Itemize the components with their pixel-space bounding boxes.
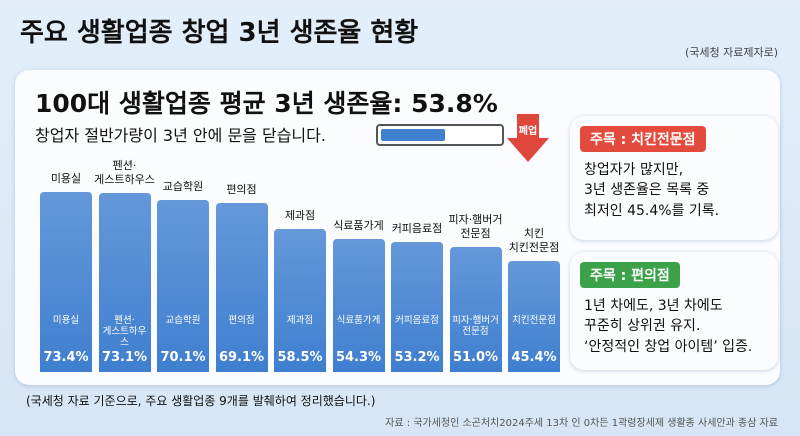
inner-label: 피자·햄버거 전문점 <box>452 315 499 337</box>
inner-label: 교습학원 <box>165 315 201 326</box>
footnote: (국세청 자료 기준으로, 주요 생활업종 9개를 발췌하여 정리했습니다.) <box>26 394 376 408</box>
callout: 주목 : 치킨전문점 창업자가 많지만, 3년 생존율은 목록 중 최저인 45… <box>570 116 778 240</box>
callout-text: 1년 차에도, 3년 차에도 꾸준히 상위권 유지. ‘안정적인 창업 아이템’… <box>584 298 753 355</box>
value-label: 45.4% <box>511 350 557 365</box>
arrow-label: 폐업 <box>518 126 538 137</box>
callout-title: 주목 : 치킨전문점 <box>580 126 706 152</box>
category-label: 제과점 <box>284 208 316 222</box>
category-label: 펜션· 게스트하우스 <box>94 158 155 186</box>
headline: 100대 생활업종 평균 3년 생존율: 53.8% <box>35 89 498 118</box>
bar <box>215 202 268 372</box>
value-label: 51.0% <box>452 350 499 365</box>
inner-label: 식료품가게 <box>336 315 381 326</box>
value-label: 73.4% <box>43 350 89 365</box>
value-label: 58.5% <box>277 350 323 365</box>
arrow <box>507 114 549 162</box>
inner-label: 펜션· 게스트하우스 <box>102 315 147 348</box>
category-label: 교습학원 <box>162 180 204 194</box>
category-label: 식료품가게 <box>333 218 384 232</box>
bar <box>274 228 326 372</box>
category-label: 편의점 <box>226 182 257 196</box>
category-label: 커피음료점 <box>391 221 443 235</box>
arrow-shape <box>507 114 549 162</box>
inner-label: 커피음료점 <box>395 315 439 326</box>
inner-label: 제과점 <box>286 315 314 326</box>
callout-text: 창업자가 많지만, 3년 생존율은 목록 중 최저인 45.4%를 기록. <box>584 162 720 219</box>
inner-label: 치킨전문점 <box>512 315 556 326</box>
progress-fill <box>381 129 445 141</box>
title: 주요 생활업종 창업 3년 생존율 현황 <box>20 18 419 48</box>
bar <box>332 238 385 372</box>
callout-title: 주목 : 편의점 <box>580 262 680 288</box>
value-label: 70.1% <box>160 350 206 365</box>
bar <box>98 192 151 372</box>
value-label: 73.1% <box>101 350 148 365</box>
category-label: 미용실 <box>50 172 82 186</box>
progress-bar <box>376 124 504 146</box>
bar <box>40 192 92 372</box>
value-label: 69.1% <box>218 350 265 365</box>
value-label: 53.2% <box>394 350 440 365</box>
value-label: 54.3% <box>335 350 382 365</box>
category-label: 치킨 치킨전문점 <box>508 226 560 254</box>
subheadline: 창업자 절반가량이 3년 안에 문을 닫습니다. <box>35 126 326 145</box>
bar <box>157 200 209 372</box>
bar <box>449 247 502 372</box>
category-label: 피자·햄버거 전문점 <box>448 213 503 240</box>
source-note: (국세청 자료제자로) <box>684 46 778 59</box>
bar <box>391 241 443 372</box>
inner-label: 미용실 <box>52 315 80 326</box>
source: 자료 : 국가세청인 소곤처치2024주세 13차 인 0차든 1곽령장세제 생… <box>385 418 778 429</box>
bar <box>508 260 560 372</box>
inner-label: 편의점 <box>228 315 255 326</box>
callout: 주목 : 편의점 1년 차에도, 3년 차에도 꾸준히 상위권 유지. ‘안정적… <box>570 252 778 370</box>
